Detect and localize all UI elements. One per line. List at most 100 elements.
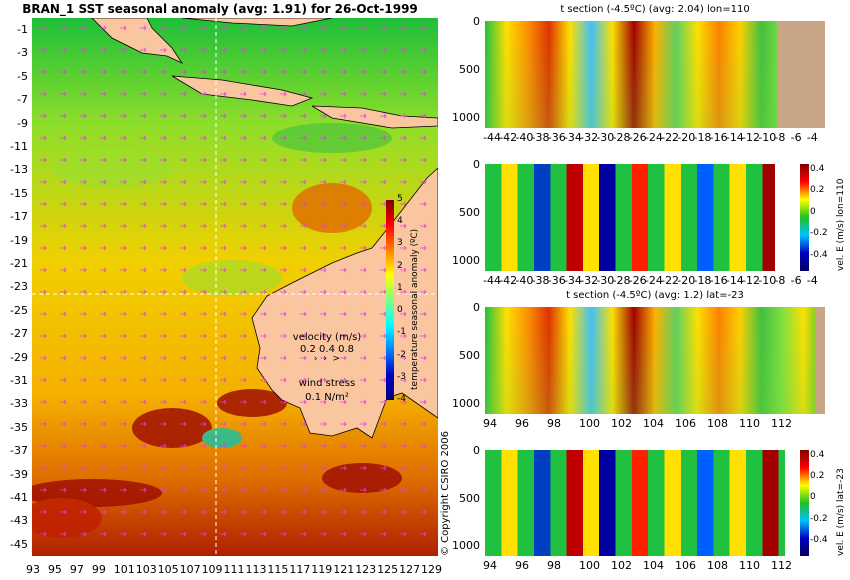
wind-arrow [200,377,207,383]
wind-arrow [420,509,427,515]
section-x-tick: -36 [547,131,566,144]
map-x-tick: 105 [157,563,179,576]
map-y-tick: -17 [10,210,28,224]
wind-arrow [120,179,127,185]
section-x-tick: -36 [547,274,566,287]
wind-arrow [280,487,287,493]
wind-arrow [320,69,327,75]
wind-arrow [420,487,427,493]
wind-arrow [200,267,207,273]
wind-arrow [60,399,67,405]
section-x-tick: 108 [707,559,728,572]
wind-arrow [240,179,247,185]
wind-arrow [360,135,367,141]
wind-arrow [320,487,327,493]
wind-arrow [400,399,407,405]
wind-arrow [360,531,367,537]
wind-arrow [420,113,427,119]
wind-arrow [340,47,347,53]
wind-arrow [400,443,407,449]
map-y-tick: -35 [10,420,28,434]
wind-arrow [160,311,167,317]
wind-arrow [180,465,187,471]
wind-arrow [380,113,387,119]
wind-arrow [160,113,167,119]
wind-arrow [200,223,207,229]
wind-arrow [340,135,347,141]
wind-arrow [340,267,347,273]
wind-arrow [100,289,107,295]
wind-arrow [420,223,427,229]
wind-arrow [80,355,87,361]
map-x-tick: 119 [311,563,333,576]
indonesia-land [91,17,184,64]
wind-arrow [300,25,307,31]
wind-arrow [100,399,107,405]
wind-arrow [240,135,247,141]
vel-colorbar-tick: -0.2 [810,513,828,524]
section-x-tick: 112 [771,559,792,572]
wind-arrow [360,289,367,295]
wind-arrow [120,399,127,405]
sst-map-canvas [22,17,439,556]
map-y-tick: -13 [10,163,28,177]
wind-arrow [260,47,267,53]
wind-arrow [300,465,307,471]
seafloor-land [785,450,795,556]
wind-arrow [300,333,307,339]
section-y-tick: 0 [473,158,480,171]
wind-arrow [180,267,187,273]
section-x-tick: -6 [790,274,802,287]
wind-arrow [80,443,87,449]
wind-arrow [380,487,387,493]
wind-arrow [200,113,207,119]
wind-arrow [120,311,127,317]
wind-arrow [140,311,147,317]
wind-arrow [420,289,427,295]
wind-arrow [260,267,267,273]
wind-arrow [40,47,47,53]
wind-arrow [160,179,167,185]
section-y-tick: 0 [473,15,480,28]
wind-arrow [400,355,407,361]
map-y-tick: -11 [10,140,28,153]
wind-arrow [380,25,387,31]
wind-arrow [200,135,207,141]
wind-arrow [320,267,327,273]
wind-arrow [320,355,327,361]
wind-arrow [360,245,367,251]
map-y-tick: -9 [17,116,28,130]
wind-arrow [200,245,207,251]
wind-arrow [240,421,247,427]
wind-arrow [300,443,307,449]
wind-arrow [180,223,187,229]
map-x-tick: 97 [69,563,84,576]
section-x-tick: 98 [547,417,561,430]
section-x-tick: -42 [499,274,518,287]
wind-arrow [260,421,267,427]
wind-arrow [400,113,407,119]
wind-arrow [120,421,127,427]
map-colorbar-tick: 2 [397,260,403,271]
wind-arrow [180,135,187,141]
wind-arrow [180,157,187,163]
section-x-tick: -38 [531,274,550,287]
wind-arrow [160,157,167,163]
map-title: BRAN_1 SST seasonal anomaly (avg: 1.91) … [22,2,418,16]
wind-arrow [260,223,267,229]
wind-arrow [60,377,67,383]
map-y-tick: -19 [10,233,28,247]
section-x-tick: -20 [677,274,696,287]
wind-arrow [80,157,87,163]
wind-arrow [160,443,167,449]
wind-arrow [280,179,287,185]
wind-arrow [180,245,187,251]
wind-arrow [240,333,247,339]
section-x-tick: -24 [644,131,663,144]
wind-arrow [240,487,247,493]
wind-arrow [360,69,367,75]
wind-arrow [160,399,167,405]
wind-arrow [320,399,327,405]
wind-arrow [340,69,347,75]
wind-arrow [300,399,307,405]
